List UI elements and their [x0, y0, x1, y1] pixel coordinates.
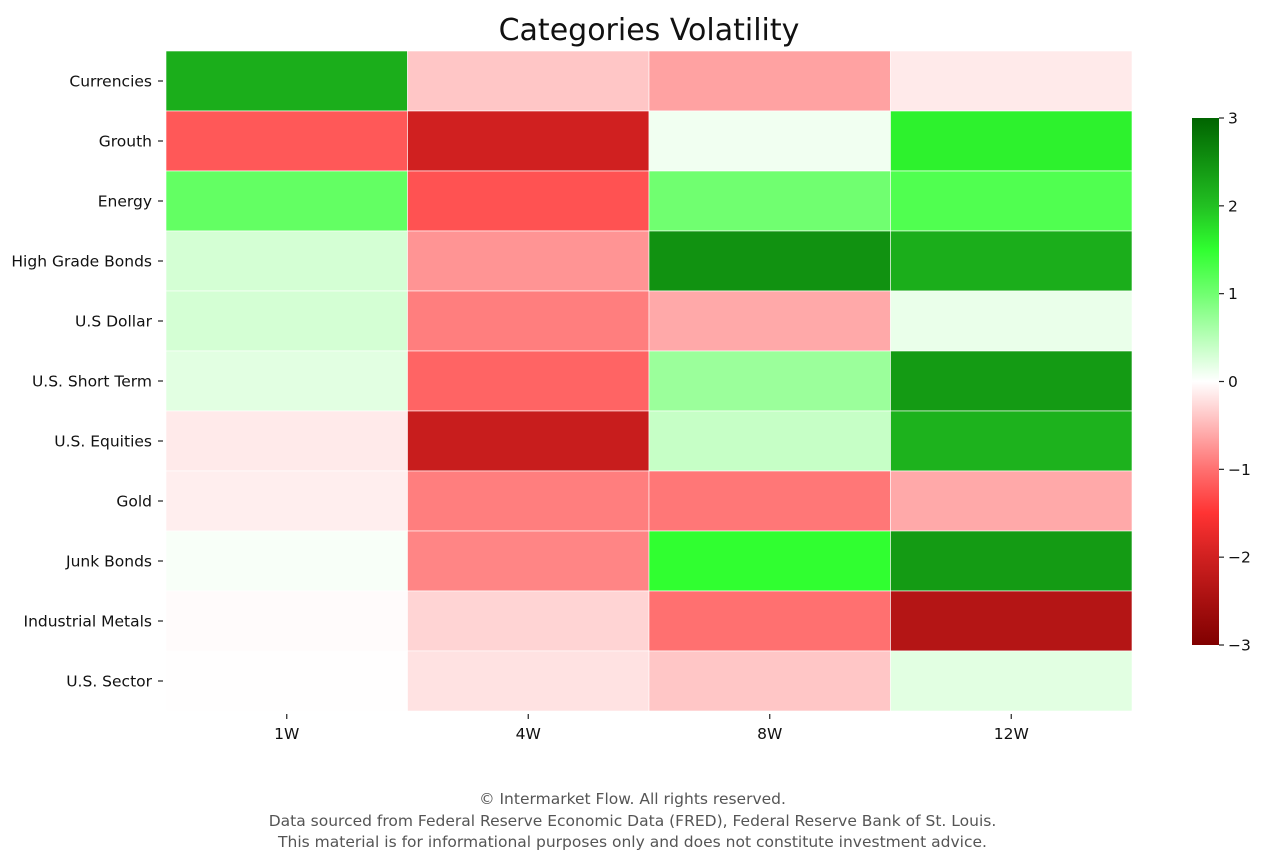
column-label: 8W — [757, 725, 782, 743]
row-label: U.S. Equities — [54, 433, 152, 451]
heatmap-cell — [165, 530, 408, 592]
heatmap-cell — [407, 50, 650, 112]
row-label: Grouth — [99, 133, 152, 151]
heatmap-cell — [165, 170, 408, 232]
colorbar-tick-label: 0 — [1228, 373, 1238, 391]
column-labels: 1W 4W 8W 12W — [274, 714, 1029, 743]
colorbar-gradient — [1192, 118, 1219, 645]
heatmap-cell — [648, 350, 891, 412]
row-label: Industrial Metals — [24, 613, 153, 631]
heatmap-cell — [407, 410, 650, 472]
colorbar-tick-label: −1 — [1228, 461, 1251, 479]
heatmap-cell — [648, 470, 891, 532]
heatmap-cell — [890, 650, 1133, 712]
heatmap-cell — [407, 470, 650, 532]
heatmap-cell — [165, 290, 408, 352]
heatmap-cell — [890, 530, 1133, 592]
heatmap-cell — [407, 530, 650, 592]
row-label: Energy — [98, 193, 152, 211]
heatmap-cell — [890, 470, 1133, 532]
heatmap-cell — [890, 410, 1133, 472]
heatmap-cell — [407, 230, 650, 292]
column-label: 1W — [274, 725, 299, 743]
row-label: Junk Bonds — [65, 553, 152, 571]
colorbar-tick-label: 3 — [1228, 110, 1238, 128]
row-label: High Grade Bonds — [11, 253, 152, 271]
heatmap-cell — [648, 230, 891, 292]
heatmap-cell — [165, 470, 408, 532]
heatmap-cell — [648, 110, 891, 172]
row-label: Gold — [116, 493, 152, 511]
heatmap-cell — [165, 350, 408, 412]
heatmap-cell — [890, 50, 1133, 112]
heatmap-cell — [165, 410, 408, 472]
heatmap-cell — [648, 410, 891, 472]
heatmap-cell — [648, 50, 891, 112]
colorbar-tick-label: −3 — [1228, 637, 1251, 655]
heatmap-cell — [407, 110, 650, 172]
chart-title: Categories Volatility — [499, 13, 800, 48]
footer: © Intermarket Flow. All rights reserved.… — [0, 789, 1265, 854]
heatmap-cell — [890, 590, 1133, 652]
heatmap-cell — [648, 590, 891, 652]
heatmap-cell — [890, 110, 1133, 172]
heatmap-cell — [165, 110, 408, 172]
colorbar-tick-label: 2 — [1228, 197, 1238, 215]
row-label: U.S. Short Term — [32, 373, 152, 391]
heatmap-cell — [890, 290, 1133, 352]
row-label: U.S Dollar — [75, 313, 153, 331]
heatmap-cell — [165, 230, 408, 292]
column-label: 4W — [516, 725, 541, 743]
heatmap-cell — [648, 530, 891, 592]
heatmap-cell — [407, 590, 650, 652]
heatmap-cell — [890, 350, 1133, 412]
heatmap-cell — [165, 590, 408, 652]
heatmap-cell — [407, 170, 650, 232]
heatmap-cell — [648, 170, 891, 232]
heatmap-cell — [890, 230, 1133, 292]
footer-copyright: © Intermarket Flow. All rights reserved. — [479, 790, 786, 808]
heatmap-cell — [890, 170, 1133, 232]
heatmap-cell — [407, 290, 650, 352]
heatmap-cell — [648, 290, 891, 352]
heatmap-cell — [648, 650, 891, 712]
heatmap-cell — [165, 650, 408, 712]
column-label: 12W — [994, 725, 1029, 743]
heatmap-cell — [165, 50, 408, 112]
row-labels: Currencies Grouth Energy High Grade Bonds U.… — [11, 73, 163, 691]
heatmap-cells — [165, 50, 1133, 712]
colorbar: 3 2 1 0 −1 −2 −3 — [1192, 110, 1251, 655]
heatmap-cell — [407, 350, 650, 412]
colorbar-tick-label: 1 — [1228, 285, 1238, 303]
row-label: U.S. Sector — [66, 673, 152, 691]
footer-source: Data sourced from Federal Reserve Econom… — [268, 811, 997, 830]
row-label: Currencies — [69, 73, 152, 91]
heatmap-cell — [407, 650, 650, 712]
colorbar-tick-label: −2 — [1228, 549, 1251, 567]
footer-disclaimer: This material is for informational purpo… — [278, 833, 987, 851]
